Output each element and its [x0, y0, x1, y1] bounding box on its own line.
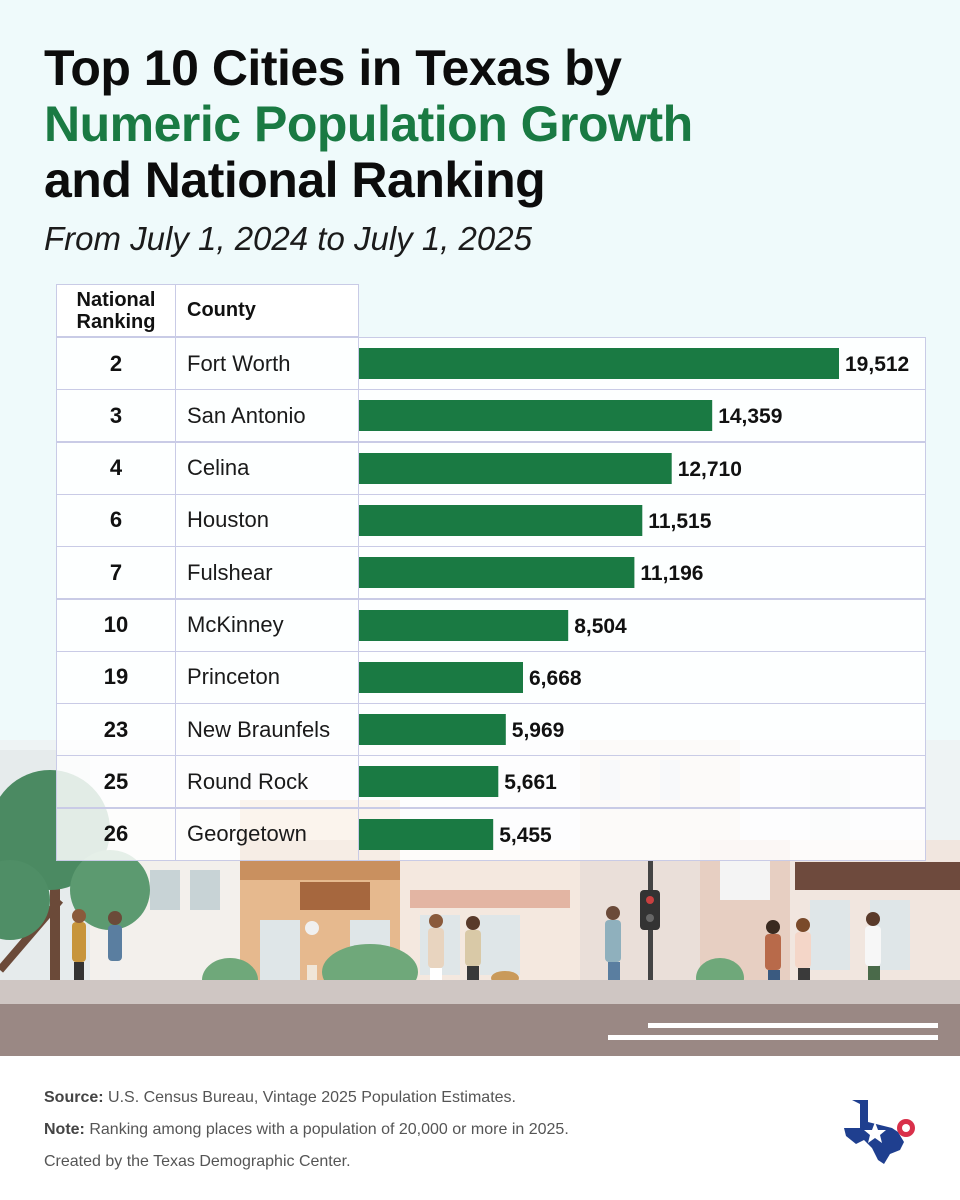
rank-cell: 3: [56, 389, 176, 443]
table-row: 7 Fulshear 11,196: [56, 546, 926, 600]
table-row: 4 Celina 12,710: [56, 441, 926, 495]
title-line-3: and National Ranking: [44, 152, 546, 208]
table-row: 2 Fort Worth 19,512: [56, 337, 926, 390]
bar-cell: 12,710: [358, 441, 926, 495]
table-row: 26 Georgetown 5,455: [56, 807, 926, 861]
table-row: 23 New Braunfels 5,969: [56, 703, 926, 757]
bar-cell: 5,455: [358, 807, 926, 861]
bar: [359, 661, 523, 693]
bar-svg: 11,515: [359, 504, 712, 536]
city-name-cell: Fort Worth: [175, 337, 359, 390]
city-name-cell: Georgetown: [175, 807, 359, 861]
bar-svg: 5,661: [359, 766, 557, 798]
rank-cell: 25: [56, 755, 176, 809]
bar-value-label: 11,515: [648, 510, 711, 533]
chart-subtitle: From July 1, 2024 to July 1, 2025: [44, 220, 532, 257]
bar-cell: 14,359: [358, 389, 926, 443]
city-name-cell: New Braunfels: [175, 703, 359, 757]
bar-cell: 11,196: [358, 546, 926, 600]
bar: [359, 766, 499, 798]
source-line: Source: U.S. Census Bureau, Vintage 2025…: [44, 1082, 569, 1114]
title-line-1: Top 10 Cities in Texas by: [44, 40, 622, 96]
chart-title: Top 10 Cities in Texas by Numeric Popula…: [44, 40, 924, 208]
bar-svg: 6,668: [359, 661, 582, 693]
bar-cell: 5,661: [358, 755, 926, 809]
bar-svg: 19,512: [359, 348, 909, 379]
bar-svg: 11,196: [359, 557, 703, 589]
table-row: 3 San Antonio 14,359: [56, 389, 926, 443]
bar-svg: 5,969: [359, 714, 565, 746]
note-label: Note:: [44, 1121, 85, 1138]
table-row: 25 Round Rock 5,661: [56, 755, 926, 809]
bar-value-label: 11,196: [640, 562, 703, 585]
city-name-cell: Fulshear: [175, 546, 359, 600]
bar: [359, 714, 506, 746]
bar-value-label: 5,661: [504, 771, 557, 794]
bar-svg: 5,455: [359, 818, 552, 850]
table-row: 10 McKinney 8,504: [56, 598, 926, 652]
footer: Source: U.S. Census Bureau, Vintage 2025…: [44, 1082, 569, 1178]
rank-cell: 10: [56, 598, 176, 652]
bar-cell: 8,504: [358, 598, 926, 652]
bar-value-label: 14,359: [718, 405, 782, 428]
table-row: 19 Princeton 6,668: [56, 650, 926, 704]
city-name-cell: Celina: [175, 441, 359, 495]
bar: [359, 557, 635, 589]
rank-cell: 6: [56, 493, 176, 547]
city-name-cell: Houston: [175, 493, 359, 547]
source-label: Source:: [44, 1089, 104, 1106]
bar-value-label: 8,504: [574, 615, 627, 638]
table-row: 6 Houston 11,515: [56, 493, 926, 547]
bar: [359, 400, 713, 432]
title-line-2: Numeric Population Growth: [44, 96, 693, 152]
bar-cell: 11,515: [358, 493, 926, 547]
header-county: County: [175, 284, 359, 337]
bar-value-label: 12,710: [678, 458, 742, 481]
rank-cell: 26: [56, 807, 176, 861]
bar-svg: 12,710: [359, 452, 742, 484]
city-name-cell: Princeton: [175, 650, 359, 704]
bar-cell: 5,969: [358, 703, 926, 757]
city-name-cell: Round Rock: [175, 755, 359, 809]
data-table: National Ranking County 2 Fort Worth 19,51…: [56, 284, 926, 861]
rank-cell: 19: [56, 650, 176, 704]
bar: [359, 504, 643, 536]
rank-cell: 4: [56, 441, 176, 495]
source-text: U.S. Census Bureau, Vintage 2025 Populat…: [103, 1089, 516, 1106]
texas-map-star-icon: [844, 1100, 915, 1164]
header-national-ranking: National Ranking: [56, 284, 176, 337]
bar-value-label: 5,969: [512, 719, 565, 742]
rank-cell: 23: [56, 703, 176, 757]
bar: [359, 818, 494, 850]
bar: [359, 348, 839, 379]
credit-line: Created by the Texas Demographic Center.: [44, 1153, 351, 1170]
bar-value-label: 19,512: [845, 353, 909, 376]
bar-cell: 6,668: [358, 650, 926, 704]
rank-cell: 7: [56, 546, 176, 600]
bar-cell: 19,512: [358, 337, 926, 390]
bar: [359, 452, 672, 484]
note-text: Ranking among places with a population o…: [84, 1121, 569, 1138]
bar: [359, 609, 569, 641]
bar-svg: 14,359: [359, 400, 782, 432]
city-name-cell: San Antonio: [175, 389, 359, 443]
rank-cell: 2: [56, 337, 176, 390]
bar-svg: 8,504: [359, 609, 627, 641]
bar-value-label: 6,668: [529, 667, 582, 690]
note-line: Note: Ranking among places with a popula…: [44, 1114, 569, 1146]
bar-value-label: 5,455: [499, 824, 552, 847]
city-name-cell: McKinney: [175, 598, 359, 652]
